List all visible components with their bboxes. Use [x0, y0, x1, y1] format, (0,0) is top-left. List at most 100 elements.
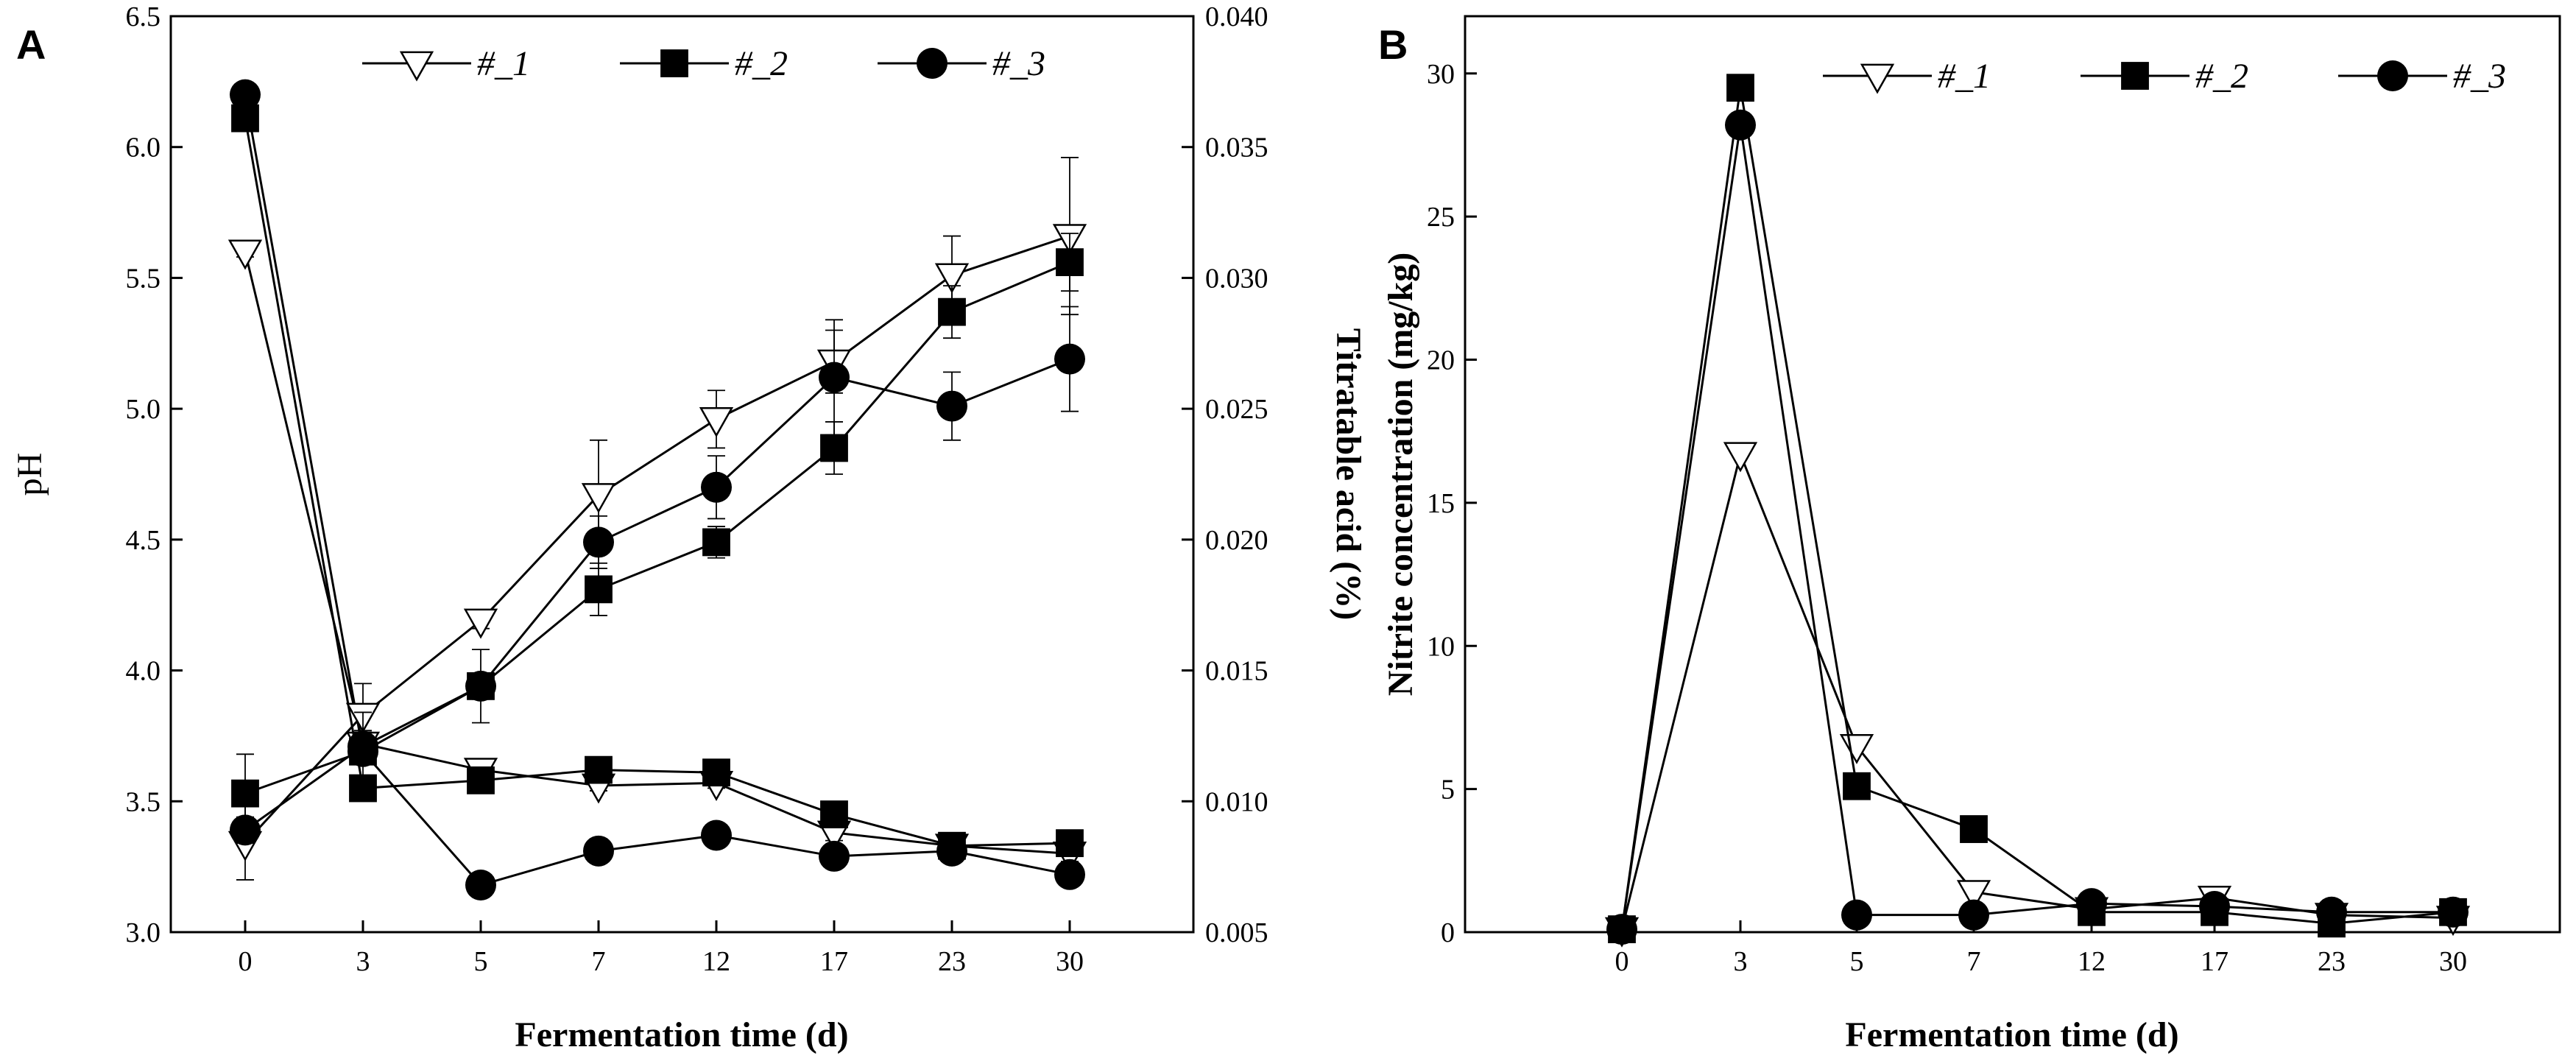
series-b-#_1: [1604, 442, 2471, 948]
data-point: [701, 471, 732, 503]
y-tick-label-a-5.5: 5.5: [126, 263, 161, 294]
y2-tick-label-a-0.015: 0.015: [1205, 656, 1268, 687]
x-tick-label-a-5: 5: [474, 946, 488, 977]
series-b-#_3: [1606, 109, 2469, 945]
x-tick-label-b-3: 3: [1734, 946, 1748, 977]
panel-a-legend: #_1 #_2 #_3: [362, 44, 1045, 83]
data-point: [230, 814, 261, 846]
data-point: [699, 406, 734, 437]
panel-a-y2-axis-title: Titratable acid (%): [1329, 328, 1368, 620]
panel-a-y-axis-title: pH: [10, 453, 49, 496]
data-point: [1841, 899, 1872, 931]
x-tick-label-b-12: 12: [2078, 946, 2106, 977]
x-tick-label-a-3: 3: [356, 946, 370, 977]
y-tick-label-a-3.0: 3.0: [126, 917, 161, 948]
legend-marker: [2121, 62, 2149, 90]
x-tick-label-a-0: 0: [239, 946, 253, 977]
data-point: [701, 819, 732, 851]
data-point: [465, 670, 496, 702]
series-line: [244, 235, 1070, 845]
series-line: [244, 251, 1070, 855]
legend-label: #_3: [992, 44, 1045, 83]
y2-tick-label-a-0.020: 0.020: [1205, 525, 1268, 556]
y-tick-label-a-5.0: 5.0: [126, 394, 161, 425]
legend-marker: [917, 48, 948, 79]
x-tick-label-b-30: 30: [2439, 946, 2467, 977]
x-tick-label-b-0: 0: [1615, 946, 1629, 977]
legend-b-#_3: #_3: [2338, 57, 2506, 96]
data-point: [585, 755, 613, 784]
panel-a-series: [227, 79, 1087, 901]
legend-marker: [660, 49, 688, 77]
x-tick-label-a-30: 30: [1056, 946, 1084, 977]
x-tick-label-a-17: 17: [820, 946, 848, 977]
y-tick-label-a-6.0: 6.0: [126, 133, 161, 163]
panel-b-ticks: 0 3 5 7 12 17 23 30 0 5 10 15 20 25 30: [1427, 59, 2467, 977]
data-point: [820, 800, 848, 828]
data-point: [1726, 74, 1754, 102]
y2-tick-label-a-0.035: 0.035: [1205, 133, 1268, 163]
series-line: [244, 118, 1070, 847]
legend-label: #_1: [477, 44, 530, 83]
data-point: [820, 434, 848, 462]
x-tick-label-b-5: 5: [1850, 946, 1864, 977]
panel-b-series: [1604, 74, 2471, 948]
x-tick-label-b-7: 7: [1967, 946, 1981, 977]
data-point: [934, 263, 970, 294]
data-point: [1956, 880, 1991, 911]
data-point: [467, 766, 495, 794]
panel-b-legend: #_1 #_2 #_3: [1823, 57, 2506, 96]
data-point: [2199, 891, 2230, 923]
y-tick-label-a-6.5: 6.5: [126, 1, 161, 32]
data-point: [1960, 815, 1988, 843]
data-point: [231, 779, 259, 808]
x-tick-label-a-7: 7: [592, 946, 606, 977]
data-point: [585, 575, 613, 604]
panel-a-plot-area: [169, 15, 1195, 934]
data-point: [1056, 829, 1084, 858]
legend-marker: [2377, 60, 2408, 91]
data-point: [1606, 914, 1637, 945]
data-point: [1054, 343, 1085, 375]
data-point: [819, 362, 850, 393]
legend-label: #_2: [2195, 57, 2248, 96]
y-tick-label-b-15: 15: [1427, 488, 1455, 519]
data-point: [2438, 896, 2469, 928]
y-tick-label-b-10: 10: [1427, 631, 1455, 662]
series-a-#_3-acid: [230, 306, 1085, 846]
series-line: [1620, 124, 2453, 930]
x-tick-label-b-17: 17: [2201, 946, 2229, 977]
series-line: [1620, 87, 2454, 930]
data-point: [465, 870, 496, 901]
data-point: [347, 730, 378, 762]
data-point: [2316, 896, 2347, 928]
data-point: [702, 758, 730, 787]
data-point: [583, 835, 614, 867]
y2-tick-label-a-0.025: 0.025: [1205, 394, 1268, 425]
panel-a-x-axis-title: Fermentation time (d): [515, 1015, 848, 1054]
data-point: [230, 79, 261, 110]
y2-tick-label-a-0.010: 0.010: [1205, 786, 1268, 817]
y-tick-label-a-4.5: 4.5: [126, 525, 161, 556]
legend-label: #_1: [1938, 57, 1991, 96]
legend-marker: [1860, 63, 1895, 94]
series-line: [1620, 450, 2454, 930]
legend-b-#_1: #_1: [1823, 57, 1991, 96]
data-point: [1056, 248, 1084, 277]
y-tick-label-b-20: 20: [1427, 345, 1455, 376]
data-point: [819, 840, 850, 872]
legend-a-#_2: #_2: [620, 44, 788, 83]
panel-b-y-axis-title: Nitrite concentration (mg/kg): [1381, 253, 1420, 697]
data-point: [936, 390, 967, 422]
data-point: [938, 297, 966, 326]
data-point: [2076, 888, 2107, 920]
x-tick-label-b-23: 23: [2318, 946, 2346, 977]
data-point: [1723, 442, 1758, 473]
panel-label-a: A: [16, 21, 46, 68]
panel-b-plot-area: [1464, 15, 2561, 934]
series-line: [244, 94, 1070, 886]
data-point: [702, 528, 730, 557]
data-point: [1958, 899, 1989, 931]
y-tick-label-b-0: 0: [1441, 917, 1455, 948]
